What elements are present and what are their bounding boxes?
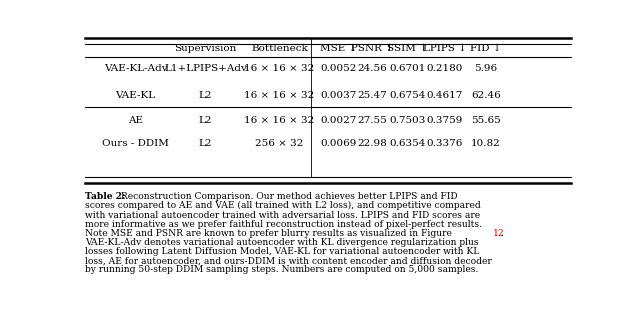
Text: Table 2:: Table 2: <box>85 192 125 201</box>
Text: L1+LPIPS+Adv: L1+LPIPS+Adv <box>164 64 247 73</box>
Text: 0.4617: 0.4617 <box>426 91 463 99</box>
Text: SSIM ↑: SSIM ↑ <box>387 44 428 53</box>
Text: 27.55: 27.55 <box>358 116 387 125</box>
Text: 22.98: 22.98 <box>358 139 387 148</box>
Text: 25.47: 25.47 <box>358 91 387 99</box>
Text: 0.0027: 0.0027 <box>321 116 357 125</box>
Text: VAE-KL-Adv denotes variational autoencoder with KL divergence regularization plu: VAE-KL-Adv denotes variational autoencod… <box>85 238 479 247</box>
Text: 55.65: 55.65 <box>471 116 500 125</box>
Text: 10.82: 10.82 <box>471 139 500 148</box>
Text: 0.2180: 0.2180 <box>426 64 463 73</box>
Text: 0.6354: 0.6354 <box>389 139 426 148</box>
Text: losses following Latent Diffusion Model, VAE-KL for variational autoencoder with: losses following Latent Diffusion Model,… <box>85 247 479 256</box>
Text: 0.0037: 0.0037 <box>321 91 357 99</box>
Text: Reconstruction Comparison. Our method achieves better LPIPS and FID: Reconstruction Comparison. Our method ac… <box>118 192 458 201</box>
Text: Supervision: Supervision <box>174 44 237 53</box>
Text: 12: 12 <box>493 229 504 238</box>
Text: 16 × 16 × 32: 16 × 16 × 32 <box>244 91 314 99</box>
Text: scores compared to AE and VAE (all trained with L2 loss), and competitive compar: scores compared to AE and VAE (all train… <box>85 201 481 210</box>
Text: 0.7503: 0.7503 <box>389 116 426 125</box>
Text: 0.0052: 0.0052 <box>321 64 357 73</box>
Text: 5.96: 5.96 <box>474 64 497 73</box>
Text: MSE ↓: MSE ↓ <box>320 44 358 53</box>
Text: PSNR ↑: PSNR ↑ <box>351 44 394 53</box>
Text: L2: L2 <box>199 116 212 125</box>
Text: by running 50-step DDIM sampling steps. Numbers are computed on 5,000 samples.: by running 50-step DDIM sampling steps. … <box>85 265 478 274</box>
Text: Ours - DDIM: Ours - DDIM <box>102 139 169 148</box>
Text: 24.56: 24.56 <box>358 64 387 73</box>
Text: Note MSE and PSNR are known to prefer blurry results as visualized in Figure: Note MSE and PSNR are known to prefer bl… <box>85 229 454 238</box>
Text: LPIPS ↓: LPIPS ↓ <box>422 44 467 53</box>
Text: loss, AE for autoencoder, and ours-DDIM is with content encoder and diffusion de: loss, AE for autoencoder, and ours-DDIM … <box>85 256 492 265</box>
Text: with variational autoencoder trained with adversarial loss. LPIPS and FID scores: with variational autoencoder trained wit… <box>85 210 480 219</box>
Text: 256 × 32: 256 × 32 <box>255 139 303 148</box>
Text: FID ↓: FID ↓ <box>470 44 502 53</box>
Text: 0.0069: 0.0069 <box>321 139 357 148</box>
Text: 0.3759: 0.3759 <box>426 116 463 125</box>
Text: 0.6701: 0.6701 <box>389 64 426 73</box>
Text: L2: L2 <box>199 139 212 148</box>
Text: AE: AE <box>128 116 143 125</box>
Text: more informative as we prefer faithful reconstruction instead of pixel-perfect r: more informative as we prefer faithful r… <box>85 220 482 229</box>
Text: Bottleneck: Bottleneck <box>251 44 308 53</box>
Text: 0.6754: 0.6754 <box>389 91 426 99</box>
Text: VAE-KL: VAE-KL <box>115 91 156 99</box>
Text: 16 × 16 × 32: 16 × 16 × 32 <box>244 64 314 73</box>
Text: 0.3376: 0.3376 <box>426 139 463 148</box>
Text: 62.46: 62.46 <box>471 91 500 99</box>
Text: VAE-KL-Adv: VAE-KL-Adv <box>104 64 168 73</box>
Text: L2: L2 <box>199 91 212 99</box>
Text: .: . <box>500 229 504 238</box>
Text: 16 × 16 × 32: 16 × 16 × 32 <box>244 116 314 125</box>
